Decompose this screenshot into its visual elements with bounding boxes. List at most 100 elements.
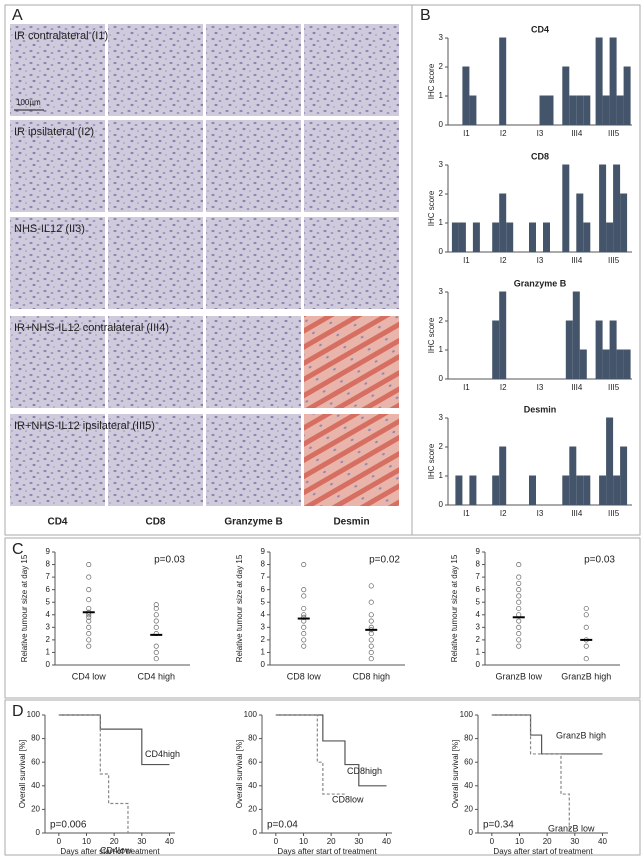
data-point: [301, 562, 307, 568]
data-point: [86, 643, 92, 649]
scale-bar-label: 100µm: [16, 98, 41, 107]
y-tick-label: 1: [476, 648, 481, 657]
micrograph: [304, 316, 399, 408]
y-tick-label: 2: [261, 635, 266, 644]
data-point: [516, 593, 522, 599]
y-tick-label: 0: [36, 828, 41, 837]
micrograph: [304, 217, 399, 309]
bar: [569, 95, 577, 126]
bar: [576, 193, 584, 253]
y-tick-label: 2: [439, 442, 444, 451]
micrograph: [10, 316, 105, 408]
data-point: [301, 593, 307, 599]
y-tick-label: 9: [46, 547, 51, 556]
y-tick-label: 60: [248, 757, 257, 766]
bar: [606, 222, 614, 253]
data-point: [368, 583, 374, 589]
data-point: [86, 637, 92, 643]
x-tick-label: 10: [515, 837, 524, 846]
micrograph: [206, 414, 301, 506]
y-tick-label: 3: [439, 160, 444, 169]
bar: [492, 222, 500, 253]
x-tick-label: I1: [463, 383, 470, 392]
x-tick-label: CD8 high: [352, 671, 390, 681]
y-tick-label: 80: [464, 734, 473, 743]
y-tick-label: 2: [46, 635, 51, 644]
x-tick-label: III4: [571, 509, 583, 518]
x-tick-label: III5: [608, 256, 620, 265]
bar: [492, 475, 500, 506]
data-point: [86, 587, 92, 593]
data-point: [86, 597, 92, 603]
y-tick-label: 5: [476, 597, 481, 606]
y-tick-label: 4: [476, 610, 481, 619]
y-axis-label: IHC score: [427, 190, 436, 226]
y-tick-label: 40: [248, 781, 257, 790]
y-axis-label: IHC score: [427, 443, 436, 479]
y-tick-label: 3: [261, 622, 266, 631]
data-point: [583, 605, 589, 612]
bar: [469, 95, 477, 126]
micrograph: [206, 24, 301, 116]
bar: [492, 320, 500, 380]
y-tick-label: 7: [46, 572, 51, 581]
y-tick-label: 0: [439, 120, 444, 129]
data-point: [153, 649, 159, 655]
bar: [595, 320, 603, 380]
data-point: [153, 612, 159, 618]
annotation: p=0.34: [483, 820, 514, 831]
bar: [599, 164, 607, 253]
data-point: [368, 599, 374, 605]
bar: [583, 222, 591, 253]
y-tick-label: 20: [31, 805, 40, 814]
x-tick-label: 30: [137, 837, 146, 846]
x-tick-label: CD8 low: [287, 671, 322, 681]
x-tick-label: 30: [570, 837, 579, 846]
y-tick-label: 2: [439, 316, 444, 325]
bar: [613, 164, 621, 253]
bar: [609, 320, 617, 380]
survival-curve: [58, 714, 129, 833]
bar: [595, 37, 603, 126]
x-tick-label: 40: [598, 837, 607, 846]
data-point: [153, 656, 159, 662]
y-axis-label: Relative tumour size at day 15: [450, 554, 459, 662]
data-point: [86, 614, 92, 620]
data-point: [516, 605, 522, 612]
annotation: p=0.03: [584, 555, 615, 566]
data-point: [516, 587, 522, 593]
bar: [499, 291, 507, 380]
x-tick-label: 40: [382, 837, 391, 846]
x-tick-label: I1: [463, 509, 470, 518]
data-point: [516, 618, 522, 624]
data-point: [583, 656, 589, 662]
chart-title: Granzyme B: [514, 278, 567, 288]
bar: [499, 446, 507, 506]
y-tick-label: 3: [476, 622, 481, 631]
y-tick-label: 1: [439, 218, 444, 227]
x-tick-label: I3: [537, 129, 544, 138]
x-tick-label: I2: [500, 256, 507, 265]
bar: [472, 222, 480, 253]
annotation: p=0.02: [369, 555, 400, 566]
y-tick-label: 2: [476, 635, 481, 644]
y-tick-label: 0: [439, 374, 444, 383]
column-label: Granzyme B: [224, 517, 282, 528]
micrograph: [10, 120, 105, 212]
bar: [565, 320, 573, 380]
y-tick-label: 5: [261, 597, 266, 606]
y-tick-label: 60: [31, 757, 40, 766]
data-point: [368, 612, 374, 618]
data-point: [153, 618, 159, 624]
x-tick-label: 0: [490, 837, 495, 846]
x-tick-label: I3: [537, 383, 544, 392]
bar: [529, 475, 536, 506]
bar: [572, 291, 580, 380]
annotation: p=0.006: [50, 820, 87, 831]
row-label: IR ipsilateral (I2): [14, 126, 94, 138]
y-tick-label: 9: [476, 547, 481, 556]
micrograph: [108, 414, 203, 506]
bar: [451, 222, 459, 253]
x-tick-label: 20: [327, 837, 336, 846]
y-tick-label: 8: [46, 560, 51, 569]
